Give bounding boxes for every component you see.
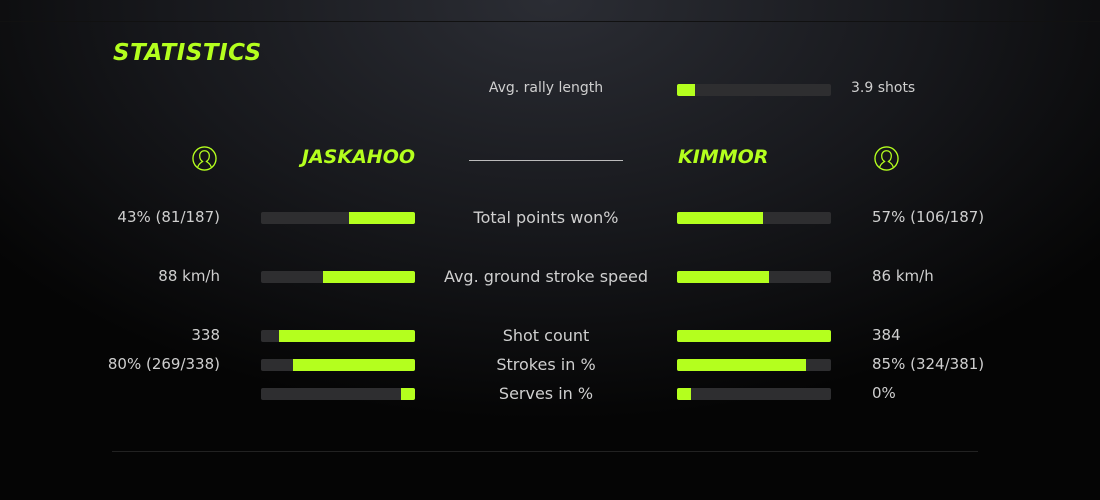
- stat-right-bar-fill: [677, 330, 831, 342]
- header-divider: [469, 160, 623, 161]
- stat-right-value: 86 km/h: [872, 267, 934, 285]
- stat-left-bar-fill: [293, 359, 415, 371]
- rally-bar-fill: [677, 84, 696, 96]
- bottom-divider: [112, 451, 978, 452]
- stat-left-bar-fill: [279, 330, 415, 342]
- player-left-name: JASKAHOO: [301, 146, 415, 168]
- stat-left-bar: [261, 388, 415, 400]
- user-icon: [192, 146, 217, 171]
- stat-label: Strokes in %: [496, 355, 596, 374]
- stat-right-bar-fill: [677, 388, 691, 400]
- stat-left-bar-fill: [401, 388, 415, 400]
- page-title: STATISTICS: [113, 40, 262, 66]
- stat-right-bar: [677, 330, 831, 342]
- stat-right-bar: [677, 271, 831, 283]
- stat-right-value: 57% (106/187): [872, 208, 985, 226]
- stat-label: Shot count: [502, 326, 590, 345]
- stat-left-bar-fill: [322, 271, 415, 283]
- stat-right-bar: [677, 212, 831, 224]
- stat-left-bar: [261, 212, 415, 224]
- stat-right-bar-fill: [677, 359, 807, 371]
- top-divider: [0, 21, 1100, 22]
- stat-label: Total points won%: [473, 208, 619, 227]
- stat-left-bar-fill: [348, 212, 415, 224]
- stat-left-value: 338: [191, 326, 220, 344]
- stat-right-value: 384: [872, 326, 901, 344]
- player-right-name: KIMMOR: [678, 146, 769, 168]
- user-icon: [874, 146, 899, 171]
- stat-label: Serves in %: [498, 384, 594, 403]
- rally-bar: [677, 84, 831, 96]
- stat-right-bar-fill: [677, 212, 764, 224]
- stat-right-value: 85% (324/381): [872, 355, 985, 373]
- stat-left-bar: [261, 359, 415, 371]
- stat-right-bar: [677, 388, 831, 400]
- stat-right-bar: [677, 359, 831, 371]
- stat-left-bar: [261, 330, 415, 342]
- stat-label: Avg. ground stroke speed: [443, 267, 649, 286]
- stat-right-value: 0%: [872, 384, 896, 402]
- stat-left-value: 80% (269/338): [107, 355, 220, 373]
- stat-left-value: 43% (81/187): [117, 208, 220, 226]
- stat-left-value: 88 km/h: [158, 267, 220, 285]
- rally-value: 3.9 shots: [851, 80, 916, 96]
- stat-right-bar-fill: [677, 271, 770, 283]
- rally-label: Avg. rally length: [488, 80, 604, 96]
- stat-left-bar: [261, 271, 415, 283]
